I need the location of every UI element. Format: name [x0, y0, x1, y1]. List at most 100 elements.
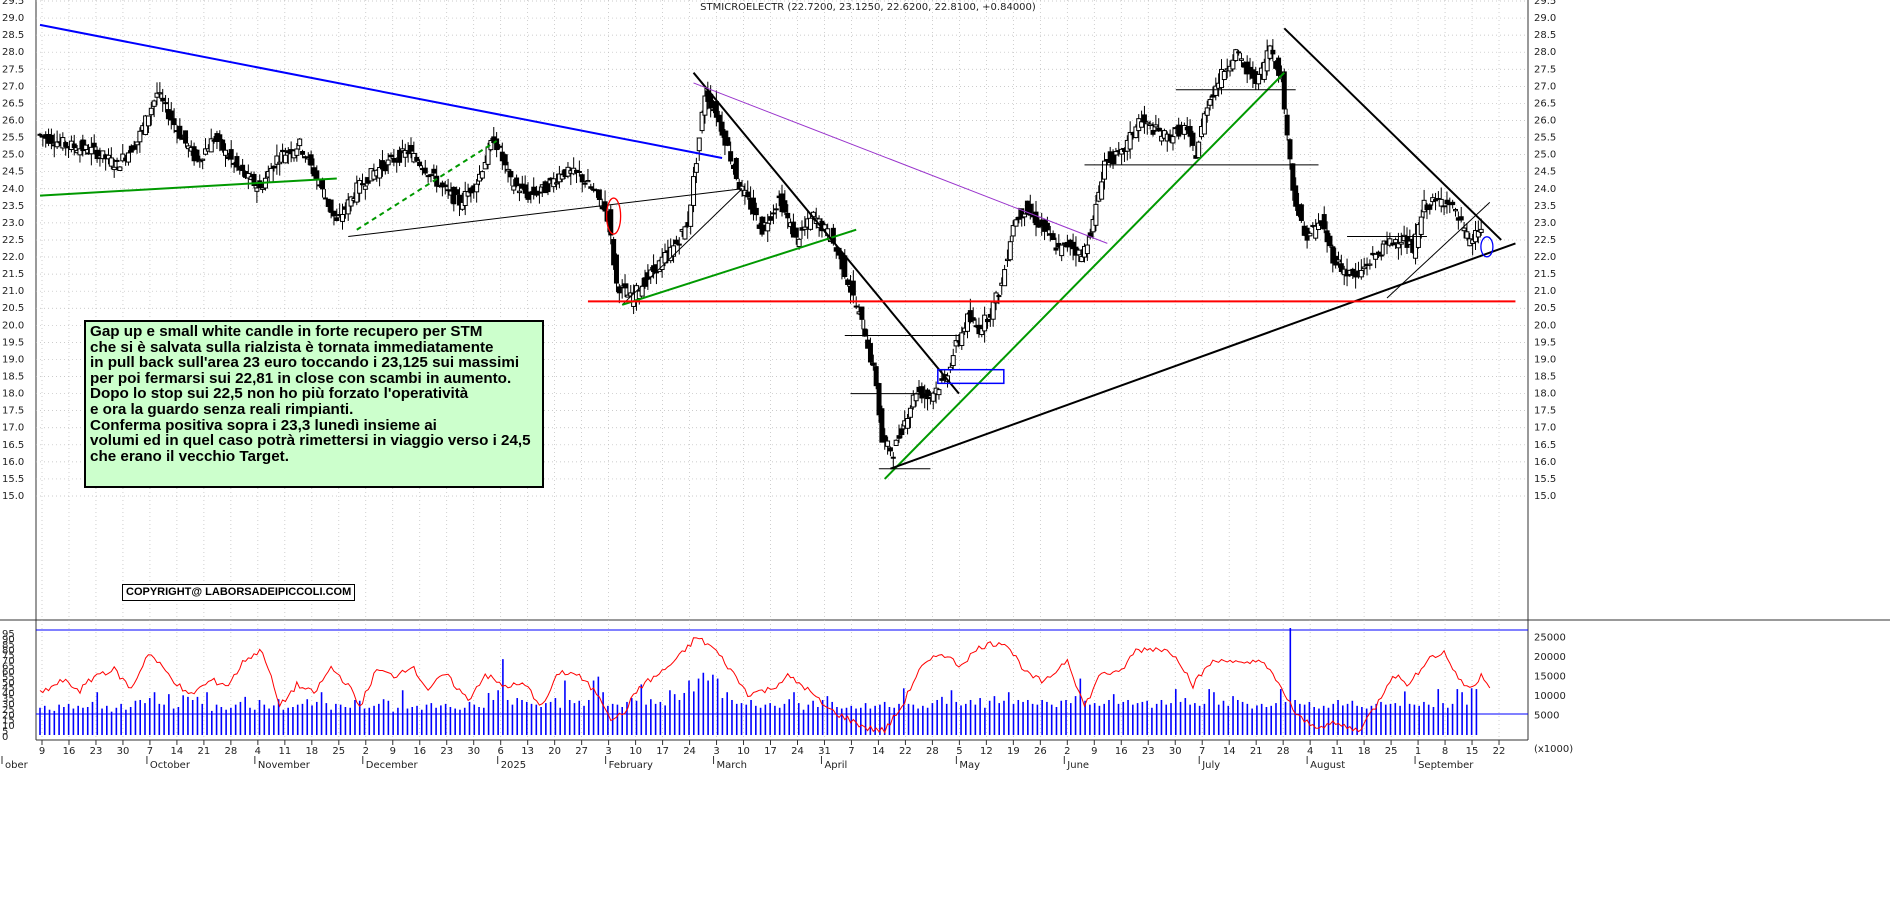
candle-body — [1327, 235, 1333, 247]
x-day-label: 6 — [498, 746, 504, 757]
y-tick-label: 18.0 — [2, 389, 24, 400]
candle-body — [1338, 263, 1344, 273]
candle-body — [728, 151, 734, 162]
candle-body — [1264, 50, 1270, 72]
candle-body — [194, 149, 200, 162]
candle-body — [608, 209, 614, 236]
candle-body — [622, 283, 628, 289]
candle-body — [1076, 249, 1082, 256]
candle-body — [939, 378, 945, 381]
candle-body — [83, 144, 89, 151]
y-tick-label: 25.0 — [1534, 150, 1556, 161]
candle-body — [1079, 256, 1085, 263]
candle-body — [1398, 241, 1404, 245]
candle-body — [120, 153, 126, 162]
candle-body — [765, 222, 771, 232]
candle-body — [1321, 214, 1327, 230]
markers — [605, 197, 1494, 385]
osc-tick-label: 30 — [2, 699, 15, 710]
candle-body — [993, 292, 999, 304]
candle-body — [454, 189, 460, 195]
green-trend-line — [884, 71, 1285, 480]
candle-body — [925, 389, 931, 400]
candle-body — [228, 149, 234, 160]
candle-body — [1393, 239, 1399, 244]
black-trend-line — [890, 242, 1516, 470]
candle-body — [682, 226, 688, 240]
x-day-label: 7 — [1199, 746, 1205, 757]
candle-body — [245, 172, 251, 179]
y-tick-label: 24.5 — [1534, 167, 1556, 178]
candle-body — [905, 417, 911, 429]
y-tick-label: 17.5 — [2, 406, 24, 417]
y-tick-label: 16.5 — [2, 440, 24, 451]
candle-body — [1027, 203, 1033, 216]
candle-body — [842, 255, 848, 278]
candle-body — [1110, 152, 1116, 165]
osc-tick-label: 65 — [2, 662, 15, 673]
candle-body — [1201, 113, 1207, 135]
candle-body — [1113, 151, 1119, 156]
candle-body — [1353, 271, 1359, 278]
y-tick-label: 29.5 — [2, 0, 24, 7]
x-day-label: 7 — [848, 746, 854, 757]
candle-body — [545, 183, 551, 193]
x-day-label: 16 — [413, 746, 426, 757]
candle-body — [1147, 123, 1153, 126]
candle-body — [331, 210, 337, 217]
candle-body — [1233, 49, 1239, 62]
y-tick-label: 16.0 — [2, 457, 24, 468]
candle-body — [585, 180, 591, 183]
candle-body — [1150, 129, 1156, 135]
y-tick-label: 21.0 — [1534, 286, 1556, 297]
candle-body — [160, 97, 166, 102]
x-day-label: 4 — [255, 746, 261, 757]
x-day-label: 2 — [363, 746, 369, 757]
y-tick-label: 26.0 — [1534, 115, 1556, 126]
candle-body — [1464, 231, 1470, 239]
candle-body — [505, 168, 511, 172]
annotation-line: volumi ed in quel caso potrà rimettersi … — [90, 432, 531, 450]
candle-body — [1390, 242, 1396, 246]
copyright-label: COPYRIGHT@ LABORSADEIPICCOLI.COM — [122, 584, 356, 601]
x-month-label: May — [959, 760, 980, 771]
candle-body — [462, 190, 468, 206]
y-tick-label: 20.5 — [2, 303, 24, 314]
black-trend-line — [1283, 27, 1502, 241]
candle-body — [1176, 124, 1182, 137]
candle-body — [1238, 58, 1244, 61]
candle-body — [688, 204, 694, 227]
candle-body — [1050, 233, 1056, 241]
candle-body — [522, 184, 528, 194]
candle-body — [1002, 269, 1008, 287]
chart-title: STMICROELECTR (22.7200, 23.1250, 22.6200… — [700, 2, 1036, 13]
candle-body — [422, 167, 428, 174]
candle-body — [1395, 243, 1401, 249]
candle-body — [582, 182, 588, 185]
candle-body — [163, 102, 169, 105]
candle-body — [1053, 247, 1059, 251]
candle-body — [959, 332, 965, 347]
x-day-label: 13 — [521, 746, 534, 757]
candle-body — [770, 212, 776, 215]
candle-body — [753, 207, 759, 216]
volume-tick-label: 10000 — [1534, 691, 1566, 702]
x-day-label: 10 — [629, 746, 642, 757]
y-tick-label: 25.5 — [2, 133, 24, 144]
candle-body — [445, 189, 451, 192]
candle-body — [1044, 222, 1050, 231]
x-day-label: 7 — [147, 746, 153, 757]
black-trend-line — [621, 188, 743, 306]
x-axis: 9 16 23 30 7 14 21 28 4 11 18 25 2 9 16 23 30 6 13 20 27 3 10 1… — [1, 740, 1505, 771]
candle-body — [970, 317, 976, 321]
x-day-label: 17 — [656, 746, 669, 757]
candle-body — [554, 182, 560, 185]
y-tick-label: 24.0 — [1534, 184, 1556, 195]
candle-body — [808, 217, 814, 230]
y-tick-label: 27.0 — [1534, 81, 1556, 92]
candle-body — [979, 328, 985, 336]
candle-body — [1450, 201, 1456, 206]
volume-unit-label: (x1000) — [1534, 744, 1573, 755]
y-axis-right: 15.0 15.5 16.0 16.5 17.0 17.5 18.0 18.5 19.0 19.5… — [1534, 0, 1573, 755]
y-tick-label: 15.5 — [1534, 474, 1556, 485]
